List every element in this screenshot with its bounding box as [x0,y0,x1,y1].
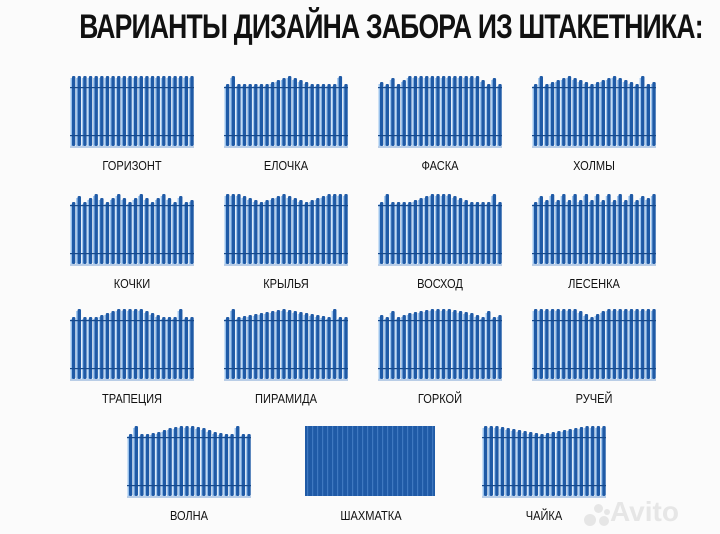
fence-illustration-icon [482,426,606,498]
fence-design-card: ГОРКОЙ [378,305,502,415]
fence-design-label: ЛЕСЕНКА [568,276,620,291]
fence-design-card: РУЧЕЙ [532,305,656,415]
fence-illustration-icon [532,76,656,148]
fence-design-label: ВОЛНА [169,508,209,523]
fence-design-label: ХОЛМЫ [573,158,615,173]
fence-design-label: КРЫЛЬЯ [263,276,309,291]
fence-design-label: ЕЛОЧКА [263,158,309,173]
fence-illustration-icon [70,194,194,266]
fence-design-label: ГОРИЗОНТ [102,158,162,173]
fence-illustration-icon [70,309,194,381]
fence-design-card: ЛЕСЕНКА [532,190,656,300]
fence-illustration-icon [224,309,348,381]
fence-illustration-icon [224,194,348,266]
fence-illustration-icon [70,76,194,148]
avito-watermark: Avito [610,496,679,527]
fence-design-card: КРЫЛЬЯ [224,190,348,300]
fence-illustration-icon [127,426,251,498]
fence-design-label: ФАСКА [421,158,459,173]
fence-design-card: ПИРАМИДА [224,305,348,415]
fence-illustration-icon [532,194,656,266]
fence-design-card: ГОРИЗОНТ [70,72,194,182]
fence-design-card: ФАСКА [378,72,502,182]
avito-logo-icon [582,500,612,528]
fence-design-label: ВОСХОД [417,276,463,291]
fence-design-label: ШАХМАТКА [340,508,402,523]
fence-design-card: КОЧКИ [70,190,194,300]
page-title: ВАРИАНТЫ ДИЗАЙНА ЗАБОРА ИЗ ШТАКЕТНИКА: [79,8,703,46]
fence-design-label: ЧАЙКА [525,508,563,523]
fence-design-label: ТРАПЕЦИЯ [101,391,163,406]
fence-design-card: ТРАПЕЦИЯ [70,305,194,415]
fence-design-card: ВОСХОД [378,190,502,300]
fence-design-card: ЧАЙКА [482,422,606,532]
fence-design-label: КОЧКИ [113,276,151,291]
fence-illustration-icon [224,76,348,148]
fence-illustration-icon [305,426,435,496]
fence-design-card: ВОЛНА [127,422,251,532]
fence-illustration-icon [378,309,502,381]
fence-design-label: РУЧЕЙ [575,391,613,406]
fence-design-card: ЕЛОЧКА [224,72,348,182]
fence-design-card: ХОЛМЫ [532,72,656,182]
fence-illustration-icon [378,76,502,148]
fence-illustration-icon [532,309,656,381]
fence-design-label: ПИРАМИДА [255,391,317,406]
fence-illustration-icon [378,194,502,266]
fence-design-label: ГОРКОЙ [417,391,463,406]
fence-design-card: ШАХМАТКА [303,422,439,532]
